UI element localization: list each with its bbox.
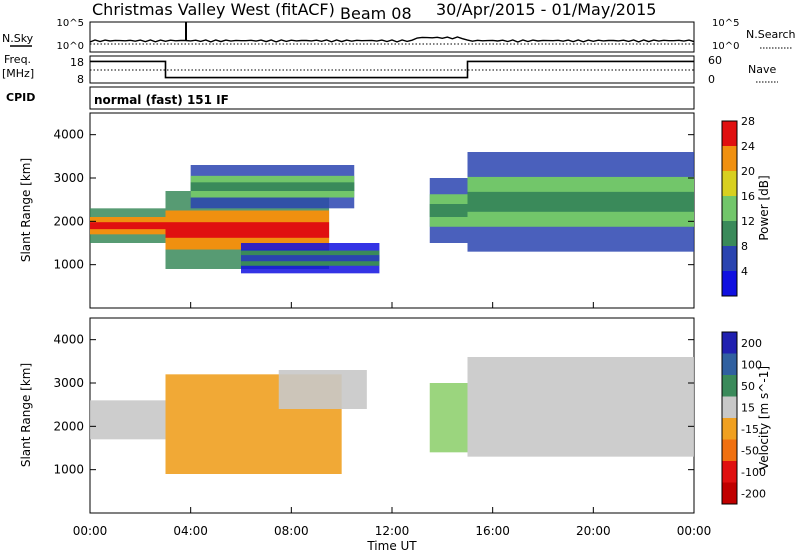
velocity-colorbar-seg-7 [722, 482, 737, 504]
power-band-peak-0 [90, 222, 166, 230]
power-ylabel: Slant Range [km] [19, 158, 33, 262]
station-title: Christmas Valley West (fitACF) [92, 0, 335, 19]
power-colorbar-tick-6: 28 [741, 115, 755, 128]
power-band-peak-2 [190, 182, 355, 191]
velocity-colorbar-tick-3: 15 [741, 401, 755, 414]
velocity-colorbar-label: Velocity [m s^-1] [757, 366, 771, 470]
velocity-colorbar-tick-6: -100 [741, 466, 766, 479]
velocity-band-4 [467, 357, 694, 457]
xtick-label-1: 04:00 [173, 524, 208, 538]
power-colorbar-tick-2: 12 [741, 215, 755, 228]
cpid-panel-frame [89, 86, 695, 110]
velocity-ytick-label-0: 1000 [53, 463, 84, 477]
power-ytick-label-2: 3000 [53, 171, 84, 185]
velocity-colorbar-seg-6 [722, 461, 737, 483]
nave-label: Nave [748, 63, 776, 76]
power-colorbar-seg-1 [722, 246, 737, 271]
power-colorbar-tick-0: 4 [741, 265, 748, 278]
power-colorbar-tick-5: 24 [741, 140, 755, 153]
power-band-peak-5 [467, 191, 694, 212]
power-ytick-label-3: 4000 [53, 128, 84, 142]
power-band-peak-3 [241, 255, 380, 262]
velocity-colorbar-seg-1 [722, 353, 737, 375]
power-colorbar-seg-2 [722, 221, 737, 246]
xtick-label-4: 16:00 [475, 524, 510, 538]
power-ytick-label-0: 1000 [53, 258, 84, 272]
noise-left-tick-bottom: 10^0 [57, 41, 84, 52]
velocity-band-2 [278, 370, 367, 409]
nsearch-label: N.Search [746, 28, 796, 41]
velocity-ytick-label-2: 3000 [53, 376, 84, 390]
noise-left-tick-top: 10^5 [57, 18, 84, 29]
power-colorbar-label: Power [dB] [757, 175, 771, 240]
xtick-label-6: 00:00 [677, 524, 712, 538]
cpid-label: CPID [6, 91, 35, 104]
freq-label: Freq. [4, 53, 31, 66]
velocity-ytick-label-3: 4000 [53, 333, 84, 347]
velocity-colorbar-seg-3 [722, 396, 737, 418]
power-band-peak-4 [429, 204, 468, 217]
cpid-panel: normal (fast) 151 IF [89, 86, 695, 110]
power-colorbar-seg-0 [722, 271, 737, 296]
velocity-ylabel: Slant Range [km] [19, 363, 33, 467]
freq-left-tick-bottom: 8 [77, 73, 84, 86]
nsky-label: N.Sky [2, 32, 34, 45]
power-colorbar-tick-1: 8 [741, 240, 748, 253]
date-range: 30/Apr/2015 - 01/May/2015 [436, 0, 656, 19]
beam-label: Beam 08 [340, 4, 412, 23]
xtick-label-2: 08:00 [274, 524, 309, 538]
velocity-colorbar-seg-0 [722, 332, 737, 354]
xtick-label-0: 00:00 [73, 524, 108, 538]
xtick-label-3: 12:00 [375, 524, 410, 538]
velocity-colorbar-tick-0: 200 [741, 337, 762, 350]
power-colorbar-seg-4 [722, 171, 737, 196]
power-colorbar-seg-5 [722, 146, 737, 171]
power-colorbar-tick-3: 16 [741, 190, 755, 203]
power-colorbar-seg-6 [722, 121, 737, 146]
velocity-colorbar-seg-2 [722, 375, 737, 397]
velocity-colorbar-seg-5 [722, 439, 737, 461]
power-colorbar-seg-3 [722, 196, 737, 221]
cpid-text: normal (fast) 151 IF [94, 93, 229, 107]
noise-right-tick-bottom: 10^0 [712, 41, 739, 52]
noise-panel-frame [89, 21, 695, 53]
xaxis-label: Time UT [366, 539, 417, 553]
noise-right-tick-top: 10^5 [712, 18, 739, 29]
velocity-band-3 [429, 383, 468, 453]
velocity-colorbar: 200 100 50 15 -15 -50 -100 -200 Velocity [m s^-… [721, 331, 771, 505]
velocity-panel: 1000 2000 3000 4000 Slant Range [km] [19, 317, 695, 514]
power-ytick-label-1: 2000 [53, 214, 84, 228]
velocity-colorbar-tick-2: 50 [741, 380, 755, 393]
frequency-panel: 18 8 60 0 [70, 54, 722, 86]
power-colorbar-frame [721, 120, 738, 297]
nsky-series [89, 36, 695, 43]
velocity-band-0 [90, 400, 166, 440]
velocity-colorbar-frame [721, 331, 738, 505]
xtick-label-5: 20:00 [576, 524, 611, 538]
velocity-colorbar-tick-5: -50 [741, 444, 759, 457]
power-colorbar: 4 8 12 16 20 24 28 Power [dB] [721, 115, 771, 297]
velocity-colorbar-tick-1: 100 [741, 358, 762, 371]
freq-unit-label: [MHz] [2, 67, 34, 80]
velocity-ytick-label-1: 2000 [53, 419, 84, 433]
frequency-series [90, 60, 694, 79]
velocity-colorbar-tick-7: -200 [741, 487, 766, 500]
velocity-colorbar-tick-4: -15 [741, 423, 759, 436]
power-colorbar-tick-4: 20 [741, 165, 755, 178]
noise-panel: 10^5 10^0 10^5 10^0 [57, 18, 739, 53]
power-panel: 1000 2000 3000 4000 Slant Range [km] [19, 112, 695, 309]
freq-left-tick-top: 18 [70, 56, 84, 69]
freq-right-tick-bottom: 0 [708, 73, 715, 86]
velocity-colorbar-seg-4 [722, 418, 737, 440]
power-band-peak-1 [165, 222, 330, 238]
freq-right-tick-top: 60 [708, 54, 722, 67]
